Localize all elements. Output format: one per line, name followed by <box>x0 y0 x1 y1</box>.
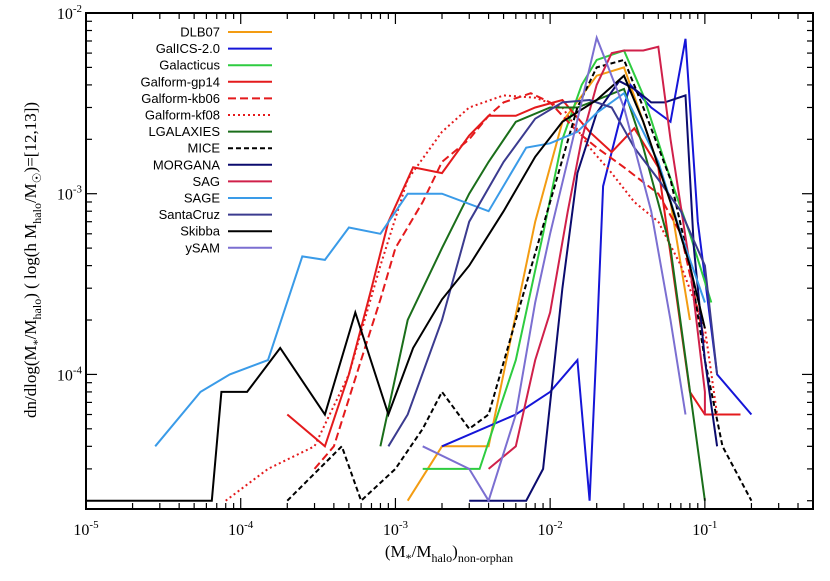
legend-label-2: Galacticus <box>159 58 220 73</box>
x-axis-title: (M*/Mhalo)non-orphan <box>385 542 513 565</box>
y-axis-title-a: dn/dlog(M <box>21 345 40 418</box>
x-axis-title-sub1: * <box>406 551 412 565</box>
series-line-4 <box>313 92 706 470</box>
x-axis-title-sub2: halo <box>431 551 452 565</box>
y-axis-title-h: ☉ <box>30 172 44 183</box>
legend-label-5: Galform-kf08 <box>145 108 220 123</box>
legend-label-6: LGALAXIES <box>148 124 220 139</box>
series-line-10 <box>154 91 706 447</box>
legend-label-8: MORGANA <box>153 157 221 172</box>
series-line-6 <box>379 87 706 501</box>
legend-label-0: DLB07 <box>180 25 220 40</box>
series-line-8 <box>469 79 719 502</box>
axis-ticks <box>85 12 814 509</box>
x-tick-label-4: 10-1 <box>692 519 717 539</box>
y-tick-label-0: 10-4 <box>57 364 83 384</box>
legend-label-9: SAG <box>193 174 220 189</box>
series-line-5 <box>225 94 719 502</box>
x-tick-label-1: 10-4 <box>228 519 254 539</box>
legend-label-3: Galform-gp14 <box>141 74 220 89</box>
plot-lines <box>86 34 753 504</box>
y-tick-label-1: 10-3 <box>57 184 83 204</box>
y-axis-title-b: * <box>30 339 44 345</box>
legend-label-10: SAGE <box>184 191 220 206</box>
legend-label-7: MICE <box>188 141 221 156</box>
x-tick-label-3: 10-2 <box>538 519 563 539</box>
legend-label-1: GalICS-2.0 <box>156 41 220 56</box>
series-line-12 <box>86 74 706 502</box>
x-tick-label-0: 10-5 <box>73 519 99 539</box>
x-axis-title-close: ) <box>452 542 458 561</box>
y-axis-title-d: halo <box>30 299 44 320</box>
legend-label-4: Galform-kb06 <box>141 91 220 106</box>
x-tick-label-2: 10-3 <box>383 519 409 539</box>
plot-frame <box>85 12 814 510</box>
series-line-7 <box>286 58 753 503</box>
x-axis-title-mid: /M <box>412 542 432 561</box>
series-line-9 <box>487 45 706 470</box>
y-axis-title-c: /M <box>21 319 40 339</box>
legend-label-11: SantaCruz <box>159 207 220 222</box>
y-axis-title-e: ) ( log(h M <box>21 224 40 299</box>
x-axis-title-sub3: non-orphan <box>458 551 513 565</box>
y-tick-label-2: 10-2 <box>57 3 82 23</box>
y-axis-title-g: /M <box>21 183 40 203</box>
y-axis-title: dn/dlog(M*/Mhalo) ( log(h Mhalo/M☉)=[12,… <box>21 102 44 418</box>
series-line-13 <box>422 34 687 504</box>
tick-labels: 10-5 10-4 10-3 10-2 10-1 10-4 10-3 10-2 <box>57 3 718 539</box>
legend-label-13: ySAM <box>185 240 220 255</box>
y-axis-title-f: halo <box>30 203 44 224</box>
legend-label-12: Skibba <box>180 224 221 239</box>
y-axis-title-i: )=[12,13]) <box>21 102 40 172</box>
x-axis-title-open: (M <box>385 542 406 561</box>
series-line-11 <box>387 98 719 447</box>
